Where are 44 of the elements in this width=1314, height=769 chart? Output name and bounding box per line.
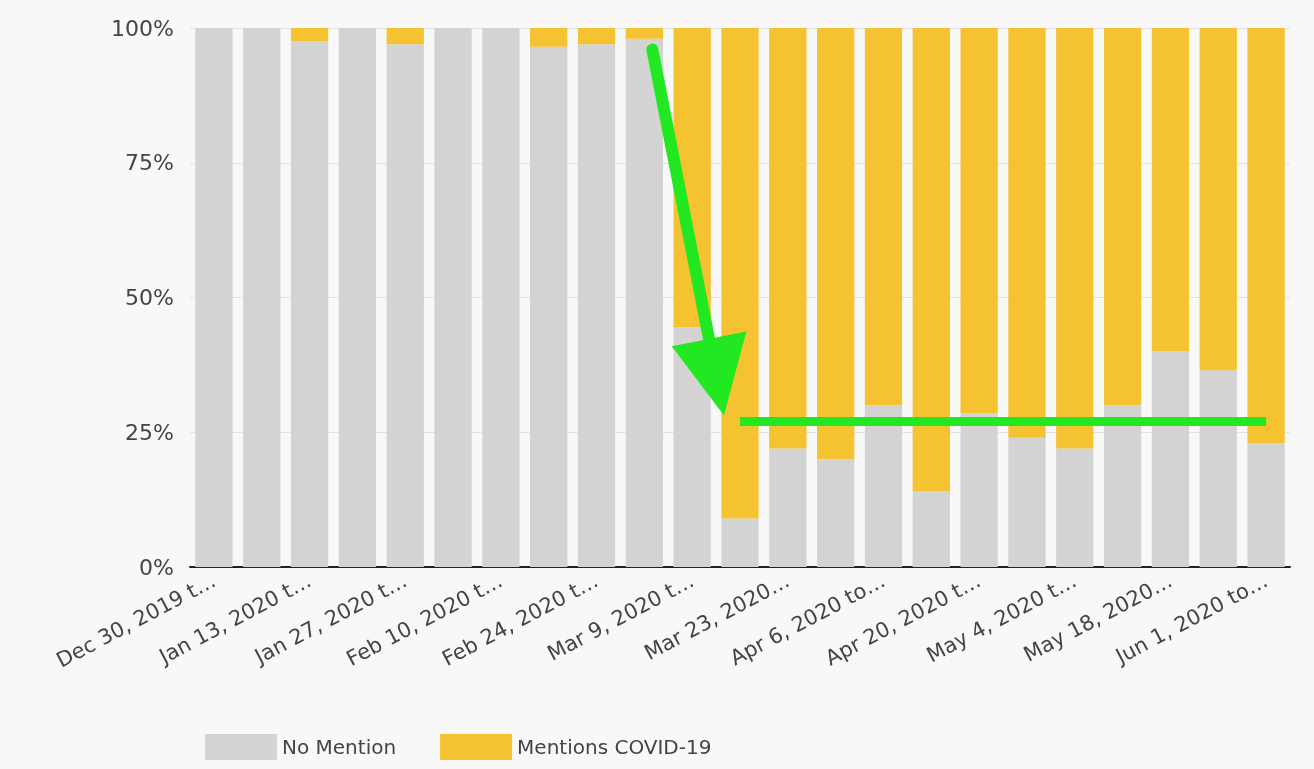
bar [195, 28, 233, 567]
bar [817, 28, 855, 460]
legend-label: No Mention [282, 735, 397, 759]
bar [864, 28, 903, 406]
y-tick-label: 25% [125, 419, 174, 445]
bar [1199, 28, 1237, 371]
bar [1151, 351, 1190, 567]
bar [817, 459, 855, 567]
bar [864, 405, 903, 567]
bar [912, 491, 950, 567]
bar [1008, 437, 1046, 567]
bar [769, 448, 807, 567]
bar [338, 28, 377, 567]
bar [912, 28, 950, 492]
bar [1056, 28, 1094, 449]
y-tick-label: 75% [125, 150, 174, 176]
bar [243, 28, 281, 567]
bar [960, 28, 998, 414]
bar [290, 28, 329, 42]
y-tick-label: 100% [111, 15, 174, 41]
bar [434, 28, 472, 567]
bar [1151, 28, 1190, 352]
bar [386, 44, 424, 567]
bar [577, 44, 616, 567]
bar [530, 46, 568, 567]
bar [1103, 28, 1142, 406]
legend-label: Mentions COVID-19 [517, 735, 712, 759]
bar [1247, 443, 1285, 567]
bar [1247, 28, 1285, 444]
bar [1199, 370, 1237, 567]
y-tick-label: 50% [125, 285, 174, 310]
bar [721, 518, 759, 567]
bar [577, 28, 616, 45]
bar [530, 28, 568, 47]
bar [769, 28, 807, 449]
bar [1103, 405, 1142, 567]
bar [625, 28, 663, 39]
bar [960, 413, 998, 567]
y-tick-label: 0% [139, 554, 174, 580]
bar [1008, 28, 1046, 438]
bar [1056, 448, 1094, 567]
bar [482, 28, 520, 567]
bar [386, 28, 424, 45]
bar [290, 41, 329, 567]
